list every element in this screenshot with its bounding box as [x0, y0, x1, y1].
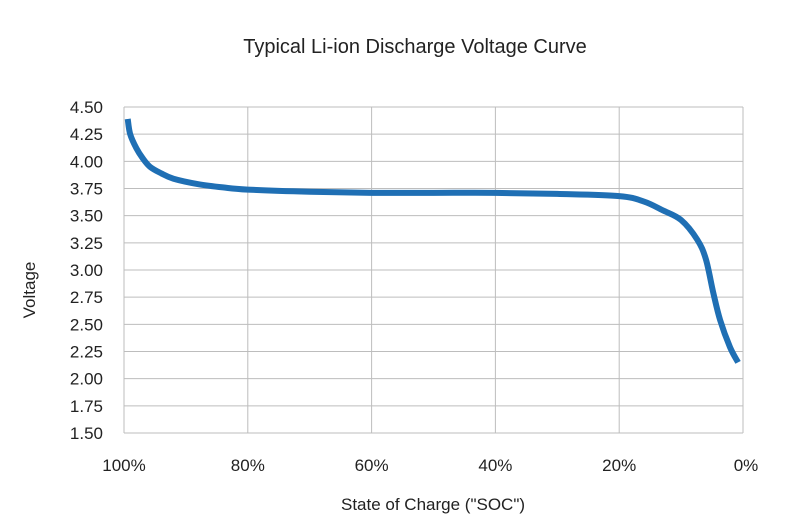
y-tick-label: 4.25	[70, 125, 103, 144]
x-tick-label: 40%	[478, 456, 512, 475]
y-tick-label: 2.25	[70, 343, 103, 362]
x-tick-label: 100%	[102, 456, 145, 475]
y-tick-label: 2.75	[70, 288, 103, 307]
x-tick-label: 80%	[231, 456, 265, 475]
chart-title: Typical Li-ion Discharge Voltage Curve	[243, 36, 587, 58]
y-tick-label: 2.50	[70, 315, 103, 334]
y-tick-labels: 1.50 1.75 2.00 2.25 2.50 2.75 3.00 3.25 3.50 3.75…	[70, 98, 103, 443]
x-tick-label: 0%	[734, 456, 759, 475]
x-tick-labels: 100% 80% 60% 40% 20% 0%	[102, 456, 758, 475]
y-axis-label: Voltage	[20, 262, 39, 319]
y-tick-label: 3.75	[70, 180, 103, 199]
y-tick-label: 4.50	[70, 98, 103, 117]
x-tick-label: 20%	[602, 456, 636, 475]
y-tick-label: 1.50	[70, 424, 103, 443]
y-tick-label: 1.75	[70, 397, 103, 416]
y-tick-label: 3.25	[70, 234, 103, 253]
y-tick-label: 3.00	[70, 261, 103, 280]
y-tick-label: 4.00	[70, 152, 103, 171]
series	[124, 118, 741, 364]
y-tick-label: 2.00	[70, 370, 103, 389]
x-axis-label: State of Charge ("SOC")	[341, 495, 525, 514]
x-tick-label: 60%	[355, 456, 389, 475]
y-tick-label: 3.50	[70, 207, 103, 226]
grid	[123, 106, 744, 434]
discharge-curve-line	[124, 118, 741, 364]
